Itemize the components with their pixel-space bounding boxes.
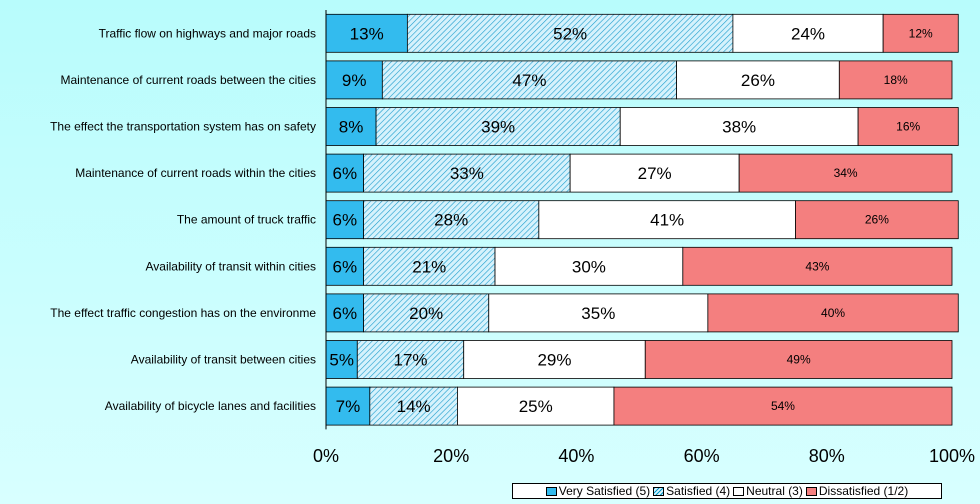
- category-label: Maintenance of current roads within the …: [75, 166, 316, 180]
- value-label: 35%: [581, 304, 615, 323]
- value-label: 6%: [332, 164, 357, 183]
- bar-segment-dissatisfied-1-2: [882, 13, 959, 53]
- bar-segment-dissatisfied-1-2: [795, 200, 959, 240]
- category-label: Maintenance of current roads between the…: [61, 73, 316, 87]
- value-label: 8%: [339, 118, 364, 137]
- legend-item-satisfied: Satisfied (4): [653, 484, 730, 498]
- legend: Very Satisfied (5) Satisfied (4) Neutral…: [512, 483, 942, 499]
- bar-segment-dissatisfied-1-2: [857, 107, 959, 146]
- value-label: 16%: [896, 120, 920, 134]
- value-label: 54%: [771, 399, 795, 413]
- bar-segment-very-satisfied-5: [325, 246, 364, 286]
- category-labels: Traffic flow on highways and major roads…: [50, 26, 316, 413]
- x-axis: 0% 20% 40% 60% 80% 100%: [313, 10, 975, 466]
- category-label: Availability of bicycle lanes and facili…: [105, 399, 316, 413]
- legend-label-neutral: Neutral (3): [746, 484, 803, 498]
- bar-segment-very-satisfied-5: [325, 60, 383, 100]
- bar-segment-satisfied-4: [406, 13, 734, 53]
- value-label: 14%: [397, 397, 431, 416]
- x-tick-label: 0%: [313, 446, 339, 466]
- bar-segment-satisfied-4: [363, 153, 571, 193]
- bar-segment-neutral-3: [463, 340, 646, 379]
- category-label: Availability of transit within cities: [145, 259, 316, 273]
- value-label: 12%: [909, 26, 933, 40]
- legend-swatch-satisfied: [653, 486, 665, 496]
- bar-segment-neutral-3: [488, 293, 709, 333]
- category-label: The effect traffic congestion has on the…: [50, 306, 316, 320]
- category-label: Availability of transit between cities: [131, 353, 316, 367]
- value-label: 25%: [519, 397, 553, 416]
- category-label: Traffic flow on highways and major roads: [99, 26, 316, 40]
- value-label: 17%: [393, 351, 427, 370]
- value-label: 40%: [821, 306, 845, 320]
- x-tick-label: 60%: [684, 446, 720, 466]
- value-label: 20%: [409, 304, 443, 323]
- value-label: 43%: [805, 259, 829, 273]
- value-label: 21%: [412, 257, 446, 276]
- bar-segment-satisfied-4: [381, 60, 677, 100]
- value-label: 49%: [787, 353, 811, 367]
- bar-segment-neutral-3: [494, 246, 684, 286]
- bar-segment-dissatisfied-1-2: [644, 340, 953, 379]
- legend-item-very-satisfied: Very Satisfied (5): [545, 484, 651, 498]
- value-label: 6%: [332, 304, 357, 323]
- legend-label-dissatisfied: Dissatisfied (1/2): [818, 484, 909, 498]
- value-label: 9%: [342, 71, 367, 90]
- value-label: 47%: [512, 71, 546, 90]
- legend-swatch-neutral: [733, 486, 745, 496]
- value-label: 41%: [650, 211, 684, 230]
- bar-segment-satisfied-4: [369, 386, 458, 426]
- x-tick-label: 100%: [929, 446, 975, 466]
- x-tick-label: 20%: [433, 446, 469, 466]
- value-label: 6%: [332, 257, 357, 276]
- bar-segment-neutral-3: [676, 60, 840, 100]
- bar-segment-neutral-3: [457, 386, 615, 426]
- category-label: The effect the transportation system has…: [50, 120, 316, 134]
- plot-area: 13% 52% 24% 12% 9% 47% 26% 18% 8% 39% 38% 16% 6% 33% 2…: [325, 13, 959, 426]
- value-label: 6%: [332, 211, 357, 230]
- bar-segment-satisfied-4: [375, 107, 621, 146]
- value-label: 24%: [791, 24, 825, 43]
- bar-segment-dissatisfied-1-2: [613, 386, 953, 426]
- value-label: 38%: [722, 118, 756, 137]
- bar-segment-dissatisfied-1-2: [738, 153, 953, 193]
- bar-segment-dissatisfied-1-2: [707, 293, 959, 333]
- legend-label-satisfied: Satisfied (4): [666, 484, 731, 498]
- category-label: The amount of truck traffic: [177, 213, 316, 227]
- value-label: 27%: [638, 164, 672, 183]
- value-label: 18%: [884, 73, 908, 87]
- value-label: 13%: [350, 24, 384, 43]
- legend-swatch-dissatisfied: [805, 486, 817, 496]
- x-tick-label: 80%: [809, 446, 845, 466]
- value-label: 29%: [537, 351, 571, 370]
- bar-segment-very-satisfied-5: [325, 13, 408, 53]
- value-label: 30%: [572, 257, 606, 276]
- bar-segment-very-satisfied-5: [325, 340, 358, 379]
- bar-segment-dissatisfied-1-2: [682, 246, 953, 286]
- value-label: 7%: [336, 397, 361, 416]
- value-label: 33%: [450, 164, 484, 183]
- value-label: 39%: [481, 118, 515, 137]
- value-label: 28%: [434, 211, 468, 230]
- bar-segment-neutral-3: [732, 13, 884, 53]
- x-tick-label: 40%: [558, 446, 594, 466]
- value-label: 52%: [553, 24, 587, 43]
- bar-segment-dissatisfied-1-2: [838, 60, 953, 100]
- value-label: 26%: [865, 213, 889, 227]
- value-label: 26%: [741, 71, 775, 90]
- value-label: 5%: [329, 351, 354, 370]
- legend-item-dissatisfied: Dissatisfied (1/2): [805, 484, 909, 498]
- legend-swatch-very-satisfied: [545, 486, 557, 496]
- bar-segment-satisfied-4: [363, 200, 540, 240]
- legend-label-very-satisfied: Very Satisfied (5): [558, 484, 651, 498]
- bar-segment-neutral-3: [538, 200, 796, 240]
- bar-segment-very-satisfied-5: [325, 293, 364, 333]
- legend-item-neutral: Neutral (3): [733, 484, 803, 498]
- bar-segment-very-satisfied-5: [325, 153, 364, 193]
- bar-segment-satisfied-4: [363, 246, 496, 286]
- value-label: 34%: [834, 166, 858, 180]
